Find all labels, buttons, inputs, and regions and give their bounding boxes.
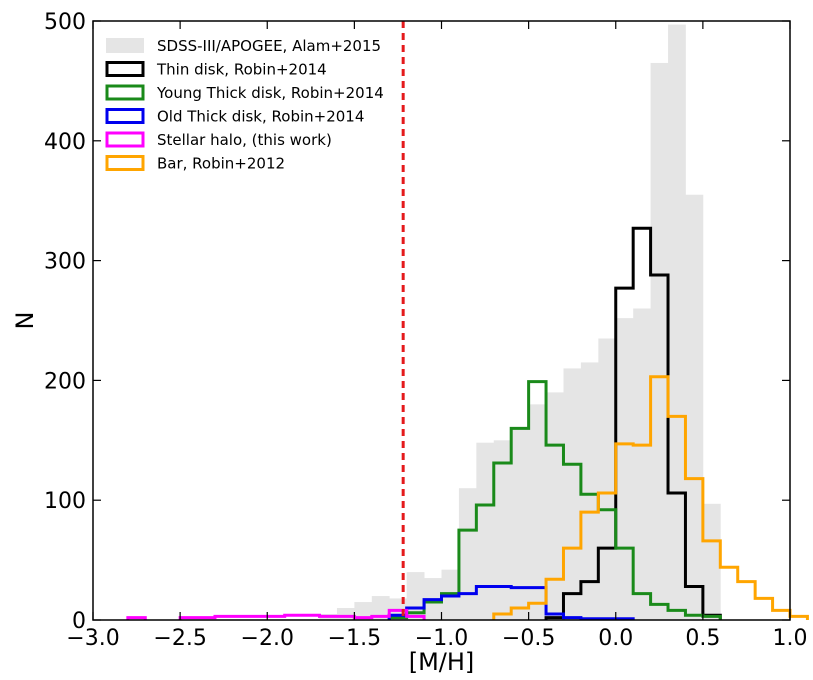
x-tick-label: 1.0 <box>773 626 808 651</box>
bar <box>615 318 634 620</box>
bar <box>668 24 686 621</box>
legend-label: Bar, Robin+2012 <box>157 155 285 173</box>
series-old-thick-disk-robin-2014 <box>387 584 635 621</box>
legend-swatch <box>106 38 144 53</box>
legend-swatch <box>105 131 145 148</box>
y-tick-label: 400 <box>44 130 86 155</box>
bar <box>580 362 599 620</box>
bar <box>685 194 704 620</box>
step-line <box>544 226 722 620</box>
series-layer <box>126 24 809 621</box>
x-tick-label: −1.0 <box>415 626 468 651</box>
legend-swatch <box>105 61 145 77</box>
legend-item: Old Thick disk, Robin+2014 <box>105 108 364 126</box>
step-line <box>387 584 635 621</box>
legend-label: SDSS-III/APOGEE, Alam+2015 <box>157 37 381 55</box>
bar <box>563 368 582 620</box>
y-tick-label: 200 <box>44 369 86 394</box>
series-stellar-halo-this-work <box>126 608 426 620</box>
series-thin-disk-robin-2014 <box>544 226 722 620</box>
legend-item: Young Thick disk, Robin+2014 <box>105 84 384 102</box>
legend-item: Thin disk, Robin+2014 <box>105 61 327 79</box>
legend-swatch <box>105 108 145 124</box>
bar <box>476 442 495 620</box>
bar <box>354 602 373 620</box>
y-tick-label: 300 <box>44 250 86 275</box>
bar <box>546 392 564 620</box>
x-tick-label: −1.5 <box>328 626 381 651</box>
legend-item: Bar, Robin+2012 <box>105 155 285 173</box>
series-bar-robin-2012 <box>492 375 809 620</box>
legend-item: SDSS-III/APOGEE, Alam+2015 <box>106 37 381 55</box>
bar <box>458 488 477 620</box>
bar <box>650 62 669 621</box>
x-tick-label: 0.0 <box>598 626 633 651</box>
bar <box>528 404 547 620</box>
legend-label: Thin disk, Robin+2014 <box>156 61 327 79</box>
bar <box>493 440 512 620</box>
bar <box>371 596 390 620</box>
bar <box>598 338 617 620</box>
step-line <box>126 608 426 620</box>
legend-swatch <box>105 84 145 101</box>
series-sdss-iii-apogee-alam-2015 <box>319 24 721 621</box>
bar <box>633 308 651 620</box>
ticks-layer: −3.0 −2.5 −2.0 −1.5 −1.0 −0.5 0.0 0.5 1.0 0 100 200… <box>44 10 808 651</box>
legend-label: Stellar halo, (this work) <box>157 131 332 149</box>
legend-label: Old Thick disk, Robin+2014 <box>157 108 364 126</box>
bar <box>336 608 355 620</box>
step-line <box>492 375 809 620</box>
bar <box>511 428 530 620</box>
y-tick-label: 500 <box>44 10 86 35</box>
x-tick-label: 0.5 <box>685 626 720 651</box>
legend-item: Stellar halo, (this work) <box>105 131 332 149</box>
x-tick-label: −3.0 <box>66 626 119 651</box>
bar <box>702 503 721 620</box>
y-axis-label: N <box>11 312 39 330</box>
legend-label: Young Thick disk, Robin+2014 <box>156 84 384 102</box>
x-axis-label: [M/H] <box>409 648 475 676</box>
x-tick-label: −2.0 <box>241 626 294 651</box>
legend-swatch <box>105 155 145 171</box>
y-tick-label: 0 <box>72 609 86 634</box>
y-tick-label: 100 <box>44 489 86 514</box>
x-tick-label: −0.5 <box>502 626 555 651</box>
x-tick-label: −2.5 <box>153 626 206 651</box>
legend: SDSS-III/APOGEE, Alam+2015 Thin disk, Rob… <box>105 37 384 173</box>
